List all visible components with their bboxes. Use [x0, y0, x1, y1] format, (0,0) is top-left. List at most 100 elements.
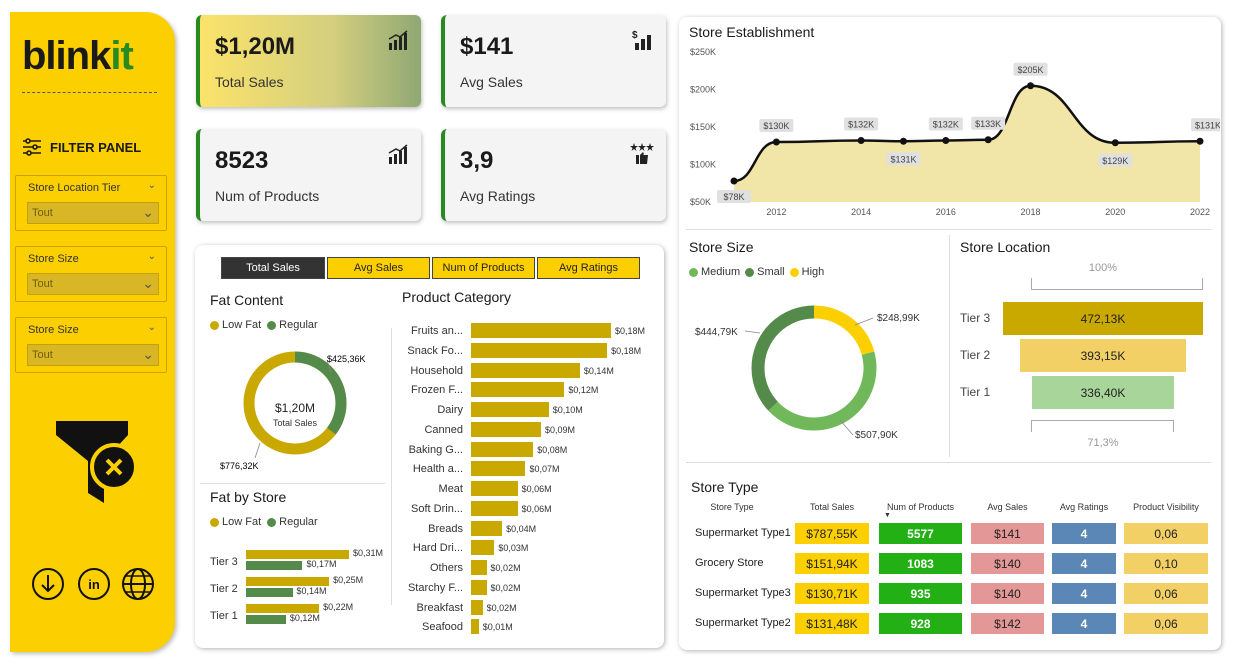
filter-select[interactable]: Tout ⌄ — [27, 202, 159, 224]
y-tick-label: $150K — [690, 122, 716, 132]
category-value: $0,01M — [482, 622, 513, 633]
category-bar — [471, 599, 483, 615]
data-label: $129K — [1102, 156, 1128, 166]
data-label-bg — [1098, 153, 1133, 167]
filter-label: Store Location Tier — [28, 182, 121, 194]
bar-chart-icon — [388, 144, 408, 164]
table-cell-num: 1083 — [879, 553, 962, 574]
category-value: $0,03M — [498, 543, 529, 554]
fat-content-legend: Low Fat Regular — [210, 319, 318, 331]
chevron-down-icon[interactable]: ⌄ — [147, 180, 156, 191]
category-value: $0,08M — [537, 444, 568, 455]
data-label-bg — [759, 119, 794, 132]
data-label: $78K — [723, 192, 744, 202]
legend-dot — [267, 517, 277, 527]
category-value: $0,07M — [529, 464, 560, 475]
category-label: Health a... — [412, 463, 463, 476]
tab-avg-sales[interactable]: Avg Sales — [327, 257, 430, 279]
table-cell-sales: $131,48K — [795, 613, 869, 634]
chevron-down-icon[interactable]: ⌄ — [147, 251, 156, 262]
table-cell-rating: 4 — [1052, 553, 1116, 574]
filter-store-size-2[interactable]: Store Size ⌄ Tout ⌄ — [15, 317, 167, 373]
funnel-tier-label: Tier 2 — [960, 348, 991, 362]
donut-slice-medium — [751, 305, 877, 431]
data-label-bg — [928, 117, 963, 131]
data-label-bg — [844, 117, 879, 131]
globe-icon[interactable] — [120, 566, 156, 602]
bar-regular — [246, 588, 293, 597]
store-establishment-title: Store Establishment — [689, 24, 815, 40]
product-category-title: Product Category — [402, 289, 511, 305]
y-tick-label: $100K — [690, 160, 716, 170]
legend-dot — [689, 267, 698, 277]
category-bar — [471, 461, 526, 477]
legend-dot — [789, 267, 799, 277]
category-bar — [471, 441, 534, 457]
table-cell-sales: $787,55K — [795, 523, 869, 544]
category-label: Snack Fo... — [407, 344, 463, 357]
filter-select[interactable]: Tout ⌄ — [27, 344, 159, 366]
category-value: $0,04M — [506, 523, 537, 534]
store-size-title: Store Size — [689, 239, 754, 255]
download-icon[interactable] — [30, 566, 66, 602]
divider — [22, 92, 157, 93]
data-point — [857, 137, 865, 144]
table-cell-avg: $141 — [971, 523, 1044, 544]
fat-store-tier-label: Tier 3 — [210, 556, 238, 568]
data-label-bg — [971, 116, 1006, 130]
bar-regular — [246, 561, 303, 570]
sort-desc-icon: ▼ — [884, 512, 891, 519]
fat-by-store-legend: Low Fat Regular — [210, 516, 318, 528]
regular-label: $425,36K — [327, 354, 366, 364]
funnel-bracket — [1031, 278, 1203, 290]
funnel-bar: 393,15K — [1019, 339, 1187, 372]
bar-chart-icon — [388, 30, 408, 50]
category-label: Hard Dri... — [412, 542, 463, 555]
donut-center-value: $1,20M — [275, 401, 315, 415]
column-header: Avg Sales — [987, 502, 1028, 512]
category-bar — [471, 579, 487, 595]
category-label: Meat — [438, 483, 463, 495]
category-bar — [471, 402, 549, 417]
bar-low-fat-label: $0,22M — [323, 602, 354, 612]
bar-regular — [246, 615, 286, 624]
linkedin-icon[interactable]: in — [76, 566, 112, 602]
filter-select[interactable]: Tout ⌄ — [27, 273, 159, 295]
row-store-type: Supermarket Type3 — [695, 587, 791, 599]
category-value: $0,18M — [615, 326, 646, 336]
sliders-icon — [23, 138, 41, 156]
tab-num-products[interactable]: Num of Products — [432, 257, 535, 279]
tab-total-sales[interactable]: Total Sales — [221, 257, 325, 279]
y-tick-label: $50K — [690, 197, 711, 207]
category-label: Dairy — [437, 404, 463, 416]
category-label: Seafood — [422, 621, 463, 634]
medium-label: $507,90K — [855, 430, 898, 441]
bar-low-fat-label: $0,31M — [353, 548, 384, 558]
column-header: Store Type — [710, 502, 754, 512]
data-label: $131K — [1195, 120, 1220, 130]
donut-slice-small — [751, 305, 877, 431]
funnel-bar: 472,13K — [1003, 302, 1203, 335]
table-cell-num: 935 — [879, 583, 962, 604]
table-cell-vis: 0,06 — [1124, 523, 1208, 544]
donut-slice-regular — [243, 351, 347, 455]
table-cell-avg: $140 — [971, 553, 1044, 574]
filter-store-location-tier[interactable]: Store Location Tier ⌄ Tout ⌄ — [15, 175, 167, 231]
clear-filter-icon[interactable] — [52, 417, 142, 507]
category-bar — [471, 323, 611, 338]
chevron-down-icon[interactable]: ⌄ — [147, 322, 156, 333]
store-establishment-chart: $250K $200K $150K $100K $50K 2012 2014 2016 2018… — [690, 47, 1220, 217]
table-cell-sales: $130,71K — [795, 583, 869, 604]
data-point — [984, 136, 992, 144]
table-cell-vis: 0,06 — [1124, 583, 1208, 604]
category-value: $0,09M — [545, 424, 576, 435]
store-location-title: Store Location — [960, 239, 1051, 255]
category-label: Frozen F... — [411, 384, 463, 397]
tab-avg-ratings[interactable]: Avg Ratings — [537, 257, 640, 279]
filter-store-size[interactable]: Store Size ⌄ Tout ⌄ — [15, 246, 167, 302]
data-point — [942, 137, 950, 144]
category-label: Others — [429, 562, 463, 574]
data-label-bg — [1013, 62, 1048, 76]
category-bar — [471, 421, 541, 437]
category-value: $0,02M — [490, 563, 521, 573]
